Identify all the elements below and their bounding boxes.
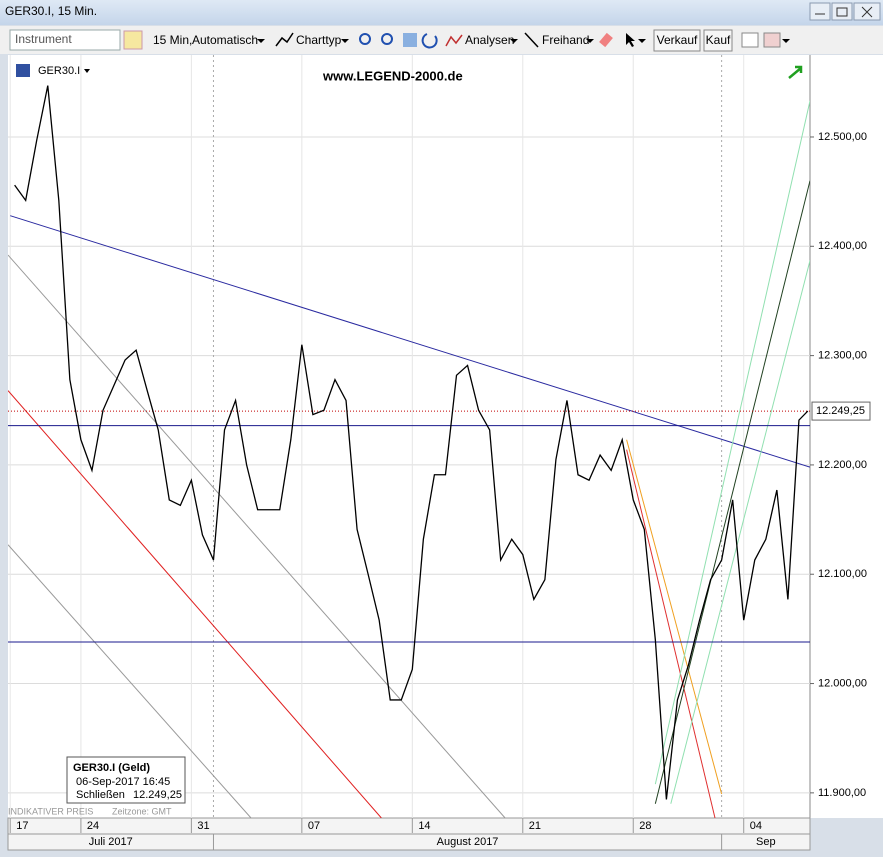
y-tick-label: 11.900,00 [818, 787, 866, 799]
cfd-icon [16, 64, 30, 77]
info-title: GER30.I (Geld) [73, 762, 150, 774]
plot-layer [8, 55, 810, 818]
trend-line [654, 180, 810, 804]
y-tick-label: 12.200,00 [818, 459, 867, 471]
title-bar [0, 0, 883, 25]
minimize-button[interactable] [809, 2, 831, 21]
info-close-label: Schließen [76, 789, 125, 801]
sell-label: Verkauf [657, 33, 698, 47]
buy-button[interactable] [703, 29, 733, 52]
x-tick-label: 31 [197, 820, 209, 832]
y-tick-label: 12.300,00 [818, 350, 867, 362]
x-tick-label: 14 [418, 820, 430, 832]
x-tick-label: 24 [87, 820, 99, 832]
add-icon[interactable] [123, 30, 143, 50]
x-tick-label: 04 [750, 820, 762, 832]
x-tick-label: 21 [529, 820, 541, 832]
zoom-out[interactable] [381, 33, 393, 45]
month-label: Juli 2017 [89, 836, 133, 848]
x-tick-label: 07 [308, 820, 320, 832]
print-icon[interactable] [763, 32, 781, 48]
y-tick-label: 12.000,00 [818, 677, 867, 689]
analyses[interactable]: Analysen [465, 33, 514, 47]
y-tick-label: 12.100,00 [818, 568, 867, 580]
info-close-value: 12.249,25 [133, 789, 182, 801]
freehand[interactable]: Freihand [542, 33, 589, 47]
window-title: GER30.I, 15 Min. [5, 4, 97, 18]
sell-button[interactable] [653, 29, 701, 52]
toolbar [0, 26, 883, 54]
trend-line [626, 449, 716, 818]
y-tick-label: 12.500,00 [818, 131, 867, 143]
trend-line [654, 100, 810, 785]
y-axis-area [810, 55, 883, 818]
last-price-box [811, 401, 871, 421]
chart-icon[interactable] [741, 32, 759, 48]
eraser-icon[interactable] [599, 32, 613, 48]
status-icon [788, 65, 803, 79]
analyses-icon [445, 34, 463, 47]
chart-type-icon [275, 32, 294, 47]
interval[interactable]: 15 Min, [153, 33, 192, 47]
maximize-button[interactable] [831, 2, 853, 21]
instrument-placeholder: Instrument [15, 32, 72, 46]
watermark: www.LEGEND-2000.de [322, 68, 463, 83]
price-line [14, 85, 809, 800]
mode[interactable]: Automatisch [192, 33, 258, 47]
zoom-in[interactable] [359, 33, 371, 45]
instrument-input[interactable] [9, 29, 121, 51]
buy-label: Kauf [706, 33, 731, 47]
trend-line [626, 439, 723, 795]
trend-line [8, 254, 506, 818]
x-tick-label: 17 [16, 820, 28, 832]
plot-area [8, 55, 810, 818]
cursor-icon[interactable] [626, 33, 635, 47]
x-tick-label: 28 [639, 820, 651, 832]
footer-note: INDIKATIVER PREIS [8, 806, 93, 816]
last-price-label: 12.249,25 [816, 405, 865, 417]
fit-icon[interactable] [403, 33, 417, 47]
chart-type[interactable]: Charttyp [296, 33, 342, 47]
month-label: Sep [756, 836, 776, 848]
footer-timezone: Zeitzone: GMT [112, 806, 172, 816]
info-datetime: 06-Sep-2017 16:45 [76, 776, 170, 788]
trend-line [8, 544, 252, 818]
month-label: August 2017 [437, 836, 499, 848]
trend-line [8, 390, 382, 818]
refresh-icon[interactable] [421, 33, 438, 49]
legend-label: GER30.I [38, 65, 80, 77]
y-tick-label: 12.400,00 [818, 240, 867, 252]
trend-line [670, 260, 810, 804]
info-box [66, 756, 186, 804]
freehand-icon [524, 32, 539, 48]
